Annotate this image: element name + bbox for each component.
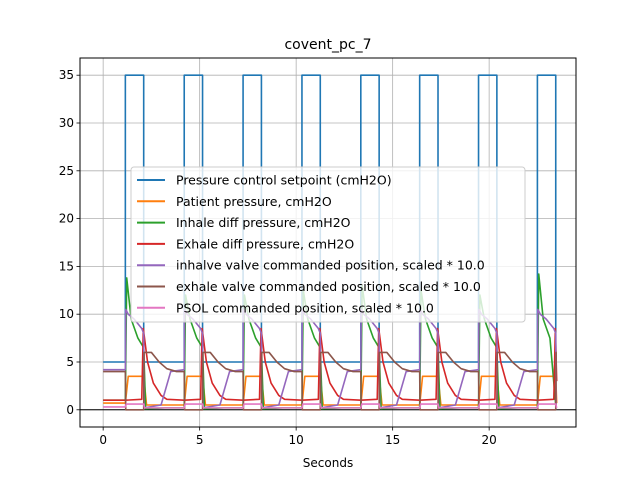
series-line-4: [103, 327, 558, 402]
legend-label-2: Patient pressure, cmH2O: [176, 194, 332, 209]
x-axis-title: Seconds: [303, 456, 353, 470]
series-line-7: [103, 403, 558, 409]
x-tick-label: 20: [482, 433, 497, 447]
legend-label-7: PSOL commanded position, scaled * 10.0: [176, 300, 434, 315]
plot-area-frame: [79, 57, 577, 428]
y-tick-label: 15: [59, 259, 74, 273]
y-tick-label: 30: [59, 116, 74, 130]
legend-items: Pressure control setpoint (cmH2O) Patient…: [137, 173, 485, 315]
y-tick-label: 0: [66, 403, 74, 417]
series-line-5: [103, 308, 557, 409]
y-tick-label: 5: [66, 355, 74, 369]
y-tick-label: 10: [59, 307, 74, 321]
legend-label-5: inhalve valve commanded position, scaled…: [176, 258, 485, 273]
legend-label-6: exhale valve commanded position, scaled …: [176, 279, 481, 294]
y-tick-label: 35: [59, 68, 74, 82]
x-tick-label: 5: [196, 433, 204, 447]
y-tick-label: 20: [59, 212, 74, 226]
x-tick-label: 10: [289, 433, 304, 447]
legend-label-3: Inhale diff pressure, cmH2O: [176, 215, 351, 230]
chart-title: covent_pc_7: [284, 37, 371, 53]
y-tick-label: 25: [59, 164, 74, 178]
axis-ticks: 0 5 10 15 20 0 5 10 15 20 25 30 35: [59, 68, 497, 447]
legend-box: [130, 166, 526, 323]
legend-label-1: Pressure control setpoint (cmH2O): [176, 173, 392, 188]
x-tick-label: 0: [99, 433, 107, 447]
legend-label-4: Exhale diff pressure, cmH2O: [176, 236, 354, 251]
legend: Pressure control setpoint (cmH2O) Patient…: [130, 166, 526, 323]
x-tick-label: 15: [385, 433, 400, 447]
series-line-6: [103, 351, 557, 411]
